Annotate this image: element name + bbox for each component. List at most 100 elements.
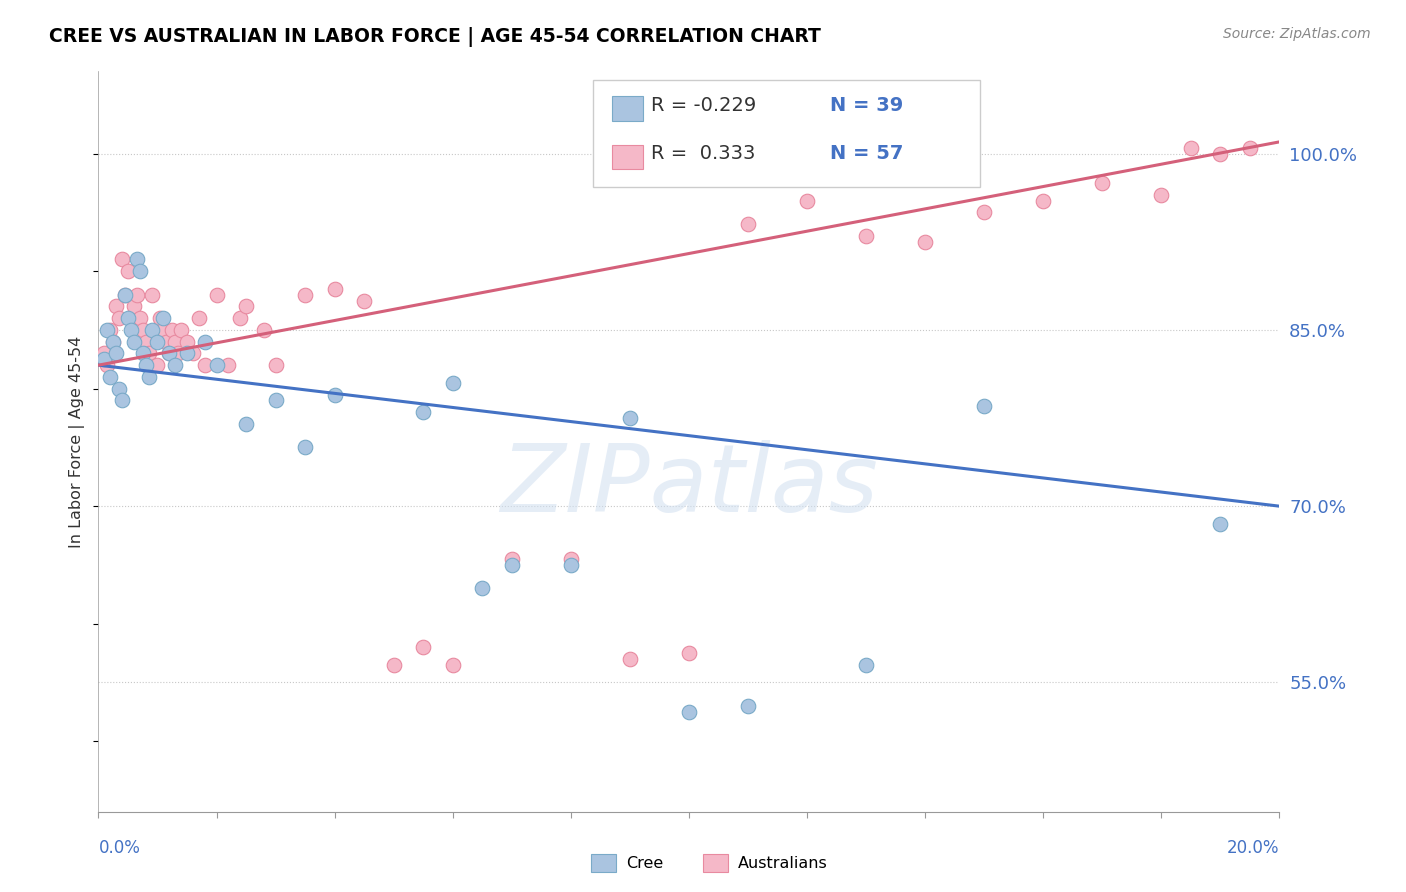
Text: 20.0%: 20.0% [1227,838,1279,857]
Point [187,311,209,326]
Point [1150,187,1173,202]
Point [152,323,174,337]
Point [471,582,494,596]
Point [128,311,150,326]
Point [114,287,136,301]
Point [111,252,134,267]
Point [125,252,148,267]
Text: Australians: Australians [738,856,828,871]
Point [619,411,641,425]
Point [93,346,115,360]
Text: CREE VS AUSTRALIAN IN LABOR FORCE | AGE 45-54 CORRELATION CHART: CREE VS AUSTRALIAN IN LABOR FORCE | AGE … [49,27,821,46]
Point [96,358,118,372]
Point [217,358,239,372]
Text: N = 57: N = 57 [830,144,903,163]
Point [98,323,121,337]
Point [122,299,145,313]
Point [122,334,145,349]
Point [146,358,169,372]
Text: R = -0.229: R = -0.229 [651,95,756,115]
Point [135,358,157,372]
Point [737,217,759,231]
Point [194,358,217,372]
Point [105,346,128,360]
Point [155,334,177,349]
Point [412,405,434,419]
Point [128,264,150,278]
Point [141,287,163,301]
Point [323,387,346,401]
Point [120,311,142,326]
Point [176,334,198,349]
Point [353,293,375,308]
Point [412,640,434,655]
Point [108,311,131,326]
Point [167,346,190,360]
Point [117,264,139,278]
Point [253,323,276,337]
Text: 0.0%: 0.0% [98,838,141,857]
Point [441,376,464,390]
Text: N = 39: N = 39 [830,95,903,115]
Point [294,441,316,455]
Point [103,334,125,349]
Point [1032,194,1054,208]
Point [146,334,169,349]
Point [678,705,700,719]
Point [162,323,183,337]
Point [98,370,121,384]
Point [796,194,818,208]
Point [501,552,523,566]
Point [132,346,155,360]
Point [235,299,257,313]
Point [973,399,995,413]
Point [323,282,346,296]
Point [1180,141,1202,155]
Point [120,323,142,337]
Point [114,287,136,301]
Point [157,346,180,360]
Point [105,299,128,313]
Point [176,346,198,360]
Point [560,552,582,566]
Point [93,352,115,367]
Point [973,205,995,219]
Point [138,346,160,360]
Point [501,558,523,572]
Point [117,311,139,326]
Point [382,657,405,672]
Point [619,652,641,666]
Point [1239,141,1261,155]
Point [914,235,936,249]
Point [111,393,134,408]
Point [108,382,131,396]
Text: R =  0.333: R = 0.333 [651,144,755,163]
Point [181,346,204,360]
Point [141,323,163,337]
Point [157,346,180,360]
Point [294,287,316,301]
Text: Cree: Cree [626,856,662,871]
Point [855,657,877,672]
Y-axis label: In Labor Force | Age 45-54: In Labor Force | Age 45-54 [69,335,86,548]
Point [138,370,160,384]
Point [1209,146,1232,161]
Point [264,358,287,372]
Point [152,311,174,326]
Point [264,393,287,408]
Point [165,334,187,349]
Point [103,334,125,349]
Point [1091,176,1114,190]
Point [205,287,228,301]
Point [1209,516,1232,531]
Point [441,657,464,672]
Point [855,228,877,243]
Point [235,417,257,431]
Text: Source: ZipAtlas.com: Source: ZipAtlas.com [1223,27,1371,41]
Point [165,358,187,372]
Point [205,358,228,372]
Point [125,287,148,301]
Point [560,558,582,572]
Point [149,311,172,326]
Point [170,323,193,337]
